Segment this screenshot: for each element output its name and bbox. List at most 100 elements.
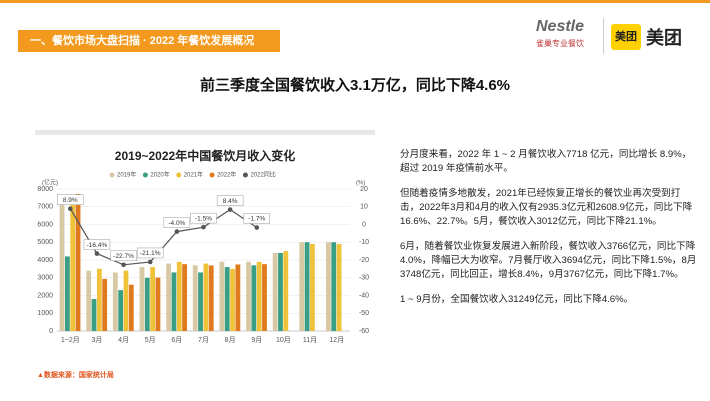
y-tick-label: 5000 bbox=[37, 239, 53, 246]
y-tick-label: 2000 bbox=[37, 292, 53, 299]
y-unit: (亿元) bbox=[42, 179, 58, 187]
bar bbox=[299, 242, 305, 331]
bar bbox=[251, 265, 257, 331]
x-tick-label: 7月 bbox=[198, 336, 209, 344]
y-tick-label: 8000 bbox=[37, 186, 53, 193]
paragraph: 分月度来看，2022 年 1 ~ 2 月餐饮收入7718 亿元，同比增长 8.9… bbox=[400, 149, 692, 174]
bar bbox=[224, 267, 230, 331]
x-tick-label: 10月 bbox=[276, 336, 291, 344]
text-column: 分月度来看，2022 年 1 ~ 2 月餐饮收入7718 亿元，同比增长 8.9… bbox=[400, 148, 698, 318]
line-point bbox=[121, 262, 126, 268]
data-label-box bbox=[243, 213, 271, 224]
data-label: -22.7% bbox=[110, 250, 137, 262]
bar bbox=[171, 272, 177, 331]
y-tick-label: 1000 bbox=[37, 310, 53, 317]
y-tick-label: 6000 bbox=[37, 221, 53, 228]
x-tick-label: 9月 bbox=[251, 336, 262, 344]
data-label: 8.4% bbox=[216, 195, 244, 206]
bar bbox=[155, 277, 161, 331]
line-point bbox=[201, 224, 206, 230]
logo-nestle-sub: 雀巢专业餐饮 bbox=[536, 39, 584, 48]
data-label-box bbox=[136, 247, 164, 259]
bar bbox=[198, 272, 203, 331]
x-tick-label: 1~2月 bbox=[61, 336, 80, 344]
line-point bbox=[254, 225, 260, 230]
data-label: -16.4% bbox=[83, 239, 111, 250]
data-label: -4.0% bbox=[163, 217, 191, 228]
x-tick-label: 12月 bbox=[329, 336, 344, 344]
legend-marker bbox=[109, 172, 115, 178]
data-label-box bbox=[163, 217, 191, 228]
x-tick-label: 4月 bbox=[118, 336, 129, 344]
data-label: 8.9% bbox=[57, 194, 84, 205]
y2-tick-label: 20 bbox=[360, 186, 368, 193]
bar bbox=[192, 265, 198, 331]
bar bbox=[230, 268, 235, 331]
bar bbox=[123, 270, 129, 331]
data-label-box bbox=[216, 195, 244, 206]
bar bbox=[166, 263, 172, 331]
line-point bbox=[94, 251, 100, 256]
paragraph: 1 ~ 9月份，全国餐饮收入31249亿元，同比下降4.6%。 bbox=[400, 294, 634, 305]
y-tick-label: 4000 bbox=[37, 257, 53, 264]
y-tick-label: 3000 bbox=[37, 275, 53, 282]
line-point bbox=[174, 229, 180, 234]
bar bbox=[246, 261, 251, 331]
bar bbox=[304, 242, 310, 331]
y2-tick-label: -10 bbox=[359, 239, 369, 246]
bar bbox=[64, 256, 70, 331]
bar bbox=[219, 261, 225, 331]
x-tick-label: 6月 bbox=[171, 336, 182, 344]
x-tick-label: 8月 bbox=[225, 336, 236, 344]
data-label-text: 8.4% bbox=[223, 198, 238, 205]
data-label-text: -21.1% bbox=[140, 250, 161, 257]
data-label-box bbox=[57, 194, 84, 205]
y2-tick-label: 10 bbox=[360, 204, 368, 211]
y2-tick-label: -20 bbox=[359, 257, 369, 264]
x-tick-label: 11月 bbox=[303, 336, 317, 344]
bar bbox=[139, 267, 145, 331]
bar bbox=[262, 264, 267, 331]
bar bbox=[310, 244, 315, 331]
bar bbox=[144, 277, 150, 331]
data-label: -1.7% bbox=[243, 213, 271, 224]
bar bbox=[182, 264, 187, 331]
line-point bbox=[147, 259, 153, 265]
bar bbox=[118, 290, 124, 331]
bar bbox=[91, 299, 97, 331]
y2-tick-label: -40 bbox=[359, 292, 369, 299]
legend-label: 2021年 bbox=[184, 171, 203, 179]
paragraph: 6月，随着餐饮业恢复发展进入新阶段，餐饮收入3766亿元，同比下降4.0%，降幅… bbox=[400, 241, 697, 280]
data-label-box bbox=[110, 250, 137, 262]
bar bbox=[112, 272, 118, 331]
y2-tick-label: 0 bbox=[362, 221, 366, 228]
data-label-text: -1.5% bbox=[195, 215, 212, 222]
y2-tick-label: -50 bbox=[359, 310, 369, 317]
chart-rule bbox=[35, 130, 375, 135]
bar bbox=[128, 284, 134, 331]
data-label-text: -16.4% bbox=[87, 242, 108, 249]
bar bbox=[336, 244, 342, 331]
logo-meituan: 美团 bbox=[646, 28, 682, 48]
bar bbox=[176, 261, 182, 331]
bar bbox=[235, 264, 241, 331]
bar bbox=[331, 242, 337, 331]
bar bbox=[150, 267, 156, 331]
bar bbox=[86, 270, 92, 331]
y-tick-label: 7000 bbox=[37, 204, 53, 211]
y-tick-label: 0 bbox=[49, 328, 53, 335]
bar bbox=[59, 203, 65, 331]
logo-divider bbox=[603, 18, 604, 54]
bar bbox=[102, 278, 108, 331]
line-point bbox=[68, 206, 73, 212]
bar bbox=[256, 261, 262, 331]
bar bbox=[326, 242, 331, 331]
legend-marker bbox=[176, 172, 182, 178]
bar bbox=[208, 265, 214, 331]
y2-tick-label: -60 bbox=[359, 328, 369, 335]
legend-marker bbox=[242, 172, 248, 178]
logo-meituan-box: 美团 bbox=[611, 24, 641, 50]
data-label-text: -22.7% bbox=[113, 253, 134, 260]
headline: 前三季度全国餐饮收入3.1万亿，同比下降4.6% bbox=[199, 77, 511, 94]
